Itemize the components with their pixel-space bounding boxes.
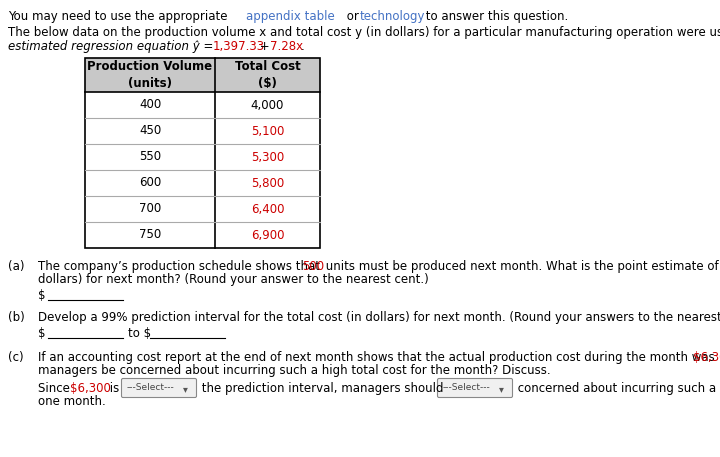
Text: 5,800: 5,800 — [251, 176, 284, 190]
Text: If an accounting cost report at the end of next month shows that the actual prod: If an accounting cost report at the end … — [38, 351, 719, 364]
Text: You may need to use the appropriate: You may need to use the appropriate — [8, 10, 231, 23]
Text: ▾: ▾ — [499, 384, 504, 394]
Text: 7.28x: 7.28x — [270, 40, 303, 53]
Text: Total Cost
($): Total Cost ($) — [235, 60, 300, 90]
Text: 6,900: 6,900 — [251, 228, 284, 241]
Bar — [85, 58, 320, 248]
Text: ---Select---: ---Select--- — [127, 383, 175, 392]
Text: 4,000: 4,000 — [251, 99, 284, 112]
Text: is: is — [106, 382, 123, 395]
Text: ▾: ▾ — [183, 384, 188, 394]
Text: $: $ — [38, 289, 45, 302]
Text: 700: 700 — [139, 202, 161, 216]
Text: dollars) for next month? (Round your answer to the nearest cent.): dollars) for next month? (Round your ans… — [38, 273, 428, 286]
Text: $: $ — [38, 327, 45, 340]
Text: The company’s production schedule shows that: The company’s production schedule shows … — [38, 260, 324, 273]
Text: to answer this question.: to answer this question. — [422, 10, 568, 23]
Text: technology: technology — [360, 10, 426, 23]
Text: units must be produced next month. What is the point estimate of the total cost : units must be produced next month. What … — [322, 260, 720, 273]
Text: Production Volume
(units): Production Volume (units) — [87, 60, 212, 90]
Text: $6,300: $6,300 — [70, 382, 111, 395]
Text: 5,300: 5,300 — [251, 150, 284, 164]
Text: to $: to $ — [128, 327, 151, 340]
Text: Since: Since — [38, 382, 73, 395]
FancyBboxPatch shape — [438, 378, 513, 398]
Bar — [85, 58, 320, 92]
Text: (a): (a) — [8, 260, 24, 273]
Text: estimated regression equation ŷ =: estimated regression equation ŷ = — [8, 40, 217, 53]
Text: ---Select---: ---Select--- — [443, 383, 491, 392]
Text: 450: 450 — [139, 124, 161, 138]
Text: 1,397.33: 1,397.33 — [213, 40, 265, 53]
Text: (c): (c) — [8, 351, 24, 364]
Text: one month.: one month. — [38, 395, 106, 408]
Text: appendix table: appendix table — [246, 10, 335, 23]
Text: managers be concerned about incurring such a high total cost for the month? Disc: managers be concerned about incurring su… — [38, 364, 551, 377]
Text: .: . — [301, 40, 305, 53]
FancyBboxPatch shape — [122, 378, 197, 398]
Text: 600: 600 — [139, 176, 161, 190]
Text: 5,100: 5,100 — [251, 124, 284, 138]
Text: 750: 750 — [139, 228, 161, 241]
Text: +: + — [256, 40, 274, 53]
Text: 6,400: 6,400 — [251, 202, 284, 216]
Text: $6,300: $6,300 — [693, 351, 720, 364]
Text: The below data on the production volume x and total cost y (in dollars) for a pa: The below data on the production volume … — [8, 26, 720, 39]
Text: 400: 400 — [139, 99, 161, 112]
Text: or: or — [343, 10, 363, 23]
Text: 500: 500 — [302, 260, 324, 273]
Text: concerned about incurring such a high total cost for: concerned about incurring such a high to… — [514, 382, 720, 395]
Text: (b): (b) — [8, 311, 24, 324]
Text: 550: 550 — [139, 150, 161, 164]
Text: the prediction interval, managers should: the prediction interval, managers should — [198, 382, 447, 395]
Text: Develop a 99% prediction interval for the total cost (in dollars) for next month: Develop a 99% prediction interval for th… — [38, 311, 720, 324]
